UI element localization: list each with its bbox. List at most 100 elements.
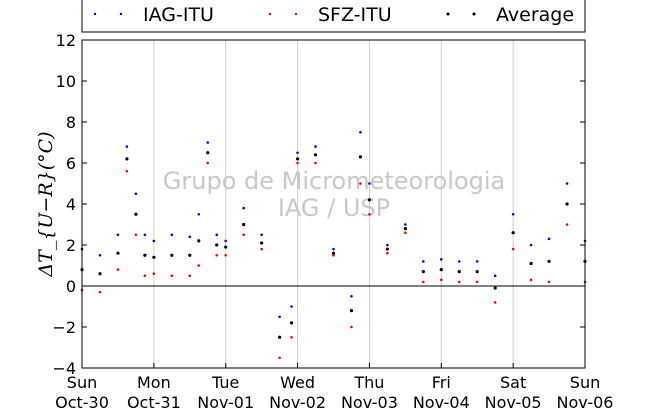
data-point-sfz-itu	[152, 272, 156, 276]
data-point-average	[242, 222, 246, 227]
data-point-sfz-itu	[314, 161, 317, 165]
data-point-average	[206, 151, 210, 155]
data-point-iag-itu	[404, 223, 407, 226]
legend-entry-sfz-itu: SFZ-ITU	[268, 4, 392, 26]
data-point-iag-itu	[439, 258, 443, 261]
data-point-sfz-itu	[457, 280, 461, 284]
data-point-iag-itu	[290, 305, 293, 308]
data-point-iag-itu	[170, 233, 174, 237]
data-point-average	[143, 253, 147, 257]
series-average	[80, 151, 587, 339]
x-tick-label-day: Fri	[432, 373, 451, 392]
data-point-sfz-itu	[386, 251, 389, 255]
data-point-sfz-itu	[475, 280, 479, 284]
x-tick-label-day: Sun	[570, 373, 600, 392]
x-tick-label-date: Nov-06	[557, 393, 614, 409]
legend: IAG-ITU SFZ-ITU Average	[81, 0, 586, 33]
data-point-average	[511, 231, 515, 235]
data-point-sfz-itu	[511, 247, 515, 251]
x-tick-label-day: Tue	[211, 373, 239, 392]
data-point-iag-itu	[475, 260, 479, 263]
x-tick-label-day: Sun	[67, 373, 97, 392]
data-point-sfz-itu	[565, 223, 569, 226]
data-point-average	[385, 247, 389, 251]
data-point-average	[439, 268, 443, 272]
x-tick-label-day: Mon	[137, 373, 171, 392]
data-point-iag-itu	[143, 233, 147, 237]
data-point-iag-itu	[386, 243, 389, 247]
data-point-sfz-itu	[296, 161, 299, 165]
data-point-average	[125, 157, 129, 161]
data-point-sfz-itu	[368, 212, 371, 216]
legend-marker-iag-itu	[93, 12, 97, 16]
x-tick-label-date: Nov-05	[485, 393, 542, 409]
x-axis: SunOct-30MonOct-31TueNov-01WedNov-02ThuN…	[55, 363, 613, 409]
y-tick-label: −4	[52, 359, 76, 378]
data-point-iag-itu	[359, 130, 362, 134]
legend-entry-average: Average	[446, 4, 574, 26]
data-point-iag-itu	[511, 212, 515, 216]
data-point-average	[152, 255, 156, 259]
data-point-average	[457, 270, 461, 274]
data-point-average	[188, 253, 192, 257]
data-point-average	[421, 270, 425, 274]
data-point-iag-itu	[152, 239, 156, 243]
data-point-average	[547, 259, 551, 263]
y-axis-label: ΔT_{U−R}(°C)	[35, 131, 57, 277]
data-point-iag-itu	[197, 212, 201, 216]
x-tick-label-day: Thu	[353, 373, 384, 392]
data-point-sfz-itu	[278, 356, 281, 360]
data-point-average	[403, 227, 407, 231]
data-point-sfz-itu	[170, 274, 174, 278]
x-tick-label-date: Nov-04	[413, 393, 470, 409]
data-point-sfz-itu	[215, 253, 219, 257]
data-point-iag-itu	[215, 233, 219, 237]
data-point-iag-itu	[206, 141, 210, 144]
legend-marker-iag-itu	[119, 12, 123, 16]
y-tick-label: −2	[52, 318, 76, 337]
data-point-iag-itu	[332, 247, 335, 251]
data-point-iag-itu	[368, 182, 371, 185]
data-point-iag-itu	[242, 206, 245, 210]
y-tick-label: 12	[56, 31, 76, 50]
data-point-average	[260, 241, 264, 245]
data-point-iag-itu	[422, 260, 425, 263]
data-point-sfz-itu	[439, 278, 443, 282]
y-tick-label: 6	[66, 154, 76, 173]
watermark-line-2: IAG / USP	[278, 194, 390, 222]
x-tick-label-date: Nov-03	[341, 393, 398, 409]
data-point-sfz-itu	[134, 233, 138, 237]
data-point-sfz-itu	[116, 268, 120, 271]
legend-marker-sfz-itu	[294, 12, 298, 16]
legend-marker-average	[446, 12, 450, 16]
data-point-average	[565, 202, 569, 206]
data-point-iag-itu	[547, 237, 551, 241]
data-point-sfz-itu	[350, 325, 353, 329]
data-point-sfz-itu	[529, 278, 533, 282]
data-point-sfz-itu	[242, 233, 245, 237]
series-sfz-itu	[80, 161, 587, 360]
data-point-average	[98, 272, 102, 276]
data-point-sfz-itu	[359, 182, 362, 185]
data-point-average	[134, 212, 138, 216]
data-point-sfz-itu	[260, 247, 263, 251]
data-point-average	[529, 261, 533, 266]
x-tick-label-date: Nov-01	[197, 393, 254, 409]
watermark-line-1: Grupo de Micrometeorologia	[163, 167, 505, 195]
data-point-iag-itu	[350, 294, 353, 298]
x-tick-label-day: Sat	[500, 373, 526, 392]
data-point-average	[313, 153, 318, 157]
data-point-sfz-itu	[143, 274, 147, 278]
data-point-sfz-itu	[188, 274, 192, 278]
watermark: Grupo de Micrometeorologia IAG / USP	[163, 167, 505, 222]
data-point-sfz-itu	[290, 335, 293, 339]
data-point-iag-itu	[98, 253, 102, 257]
legend-label-average: Average	[496, 4, 574, 26]
x-tick-label-date: Nov-02	[269, 393, 326, 409]
data-point-sfz-itu	[197, 264, 201, 267]
data-point-iag-itu	[529, 243, 533, 247]
data-point-iag-itu	[278, 315, 281, 319]
y-axis: −4 −2 0 2 4 6 8 10 12	[52, 31, 585, 378]
x-tick-label-day: Wed	[280, 373, 315, 392]
